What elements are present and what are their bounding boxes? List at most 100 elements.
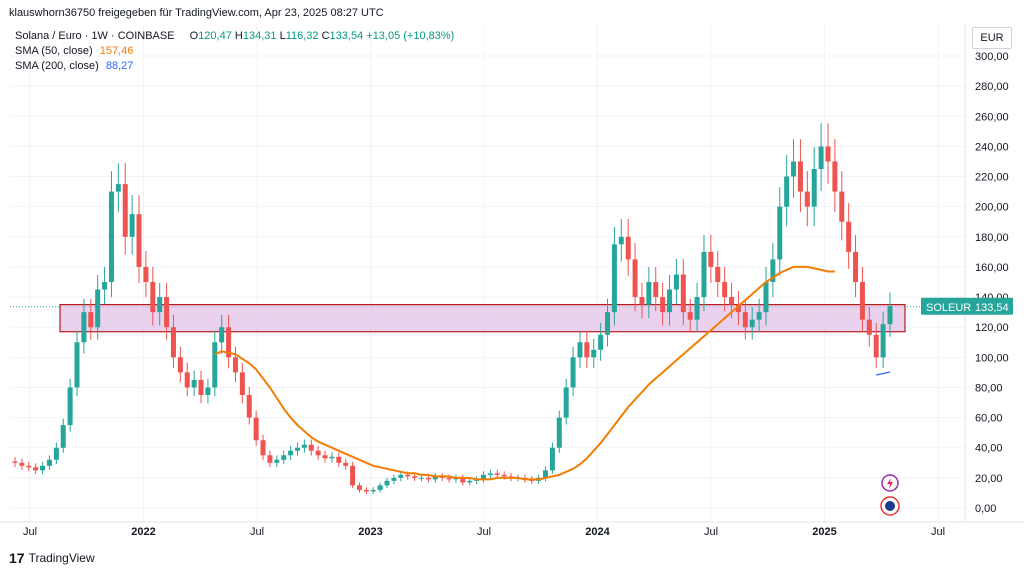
y-tick-label: 220,00 <box>975 172 1009 184</box>
candle <box>859 266 865 333</box>
y-tick-label: 300,00 <box>975 51 1009 63</box>
candle <box>170 314 176 368</box>
candle <box>122 163 128 255</box>
currency-button[interactable]: EUR <box>972 27 1012 49</box>
candle <box>232 346 238 383</box>
sma200-value: 88,27 <box>105 60 134 72</box>
bolt-icon-glyph <box>887 478 893 489</box>
candle-body <box>646 282 652 305</box>
candle-body <box>673 274 679 290</box>
candle-body <box>336 456 342 463</box>
x-tick-label: Jul <box>704 526 718 538</box>
candle-body <box>846 221 852 252</box>
candle-body <box>205 387 211 395</box>
candle-body <box>170 327 176 358</box>
candle-body <box>825 146 831 162</box>
candle <box>329 452 335 463</box>
y-tick-label: 100,00 <box>975 352 1009 364</box>
candle-body <box>260 440 266 456</box>
candle <box>129 195 135 255</box>
candle <box>811 147 817 227</box>
candle-body <box>12 461 18 463</box>
y-tick-label: 40,00 <box>975 443 1003 455</box>
candle-body <box>74 342 80 388</box>
candle <box>294 442 300 456</box>
candle-body <box>384 480 390 486</box>
candle <box>777 187 783 276</box>
candle-body <box>501 474 507 477</box>
x-tick-label: 2022 <box>131 526 155 538</box>
candle <box>618 219 624 262</box>
candle-body <box>756 312 762 320</box>
credit-line: klauswhorn36750 freigegeben für TradingV… <box>9 7 384 19</box>
candle-body <box>425 477 431 480</box>
candle <box>584 330 590 368</box>
candle <box>804 171 810 227</box>
candle <box>391 474 397 485</box>
candle <box>26 461 32 472</box>
candle <box>687 298 693 333</box>
sma200-label: SMA (200, close) <box>15 60 99 72</box>
sma50-legend[interactable]: SMA (50, close) 157,46 <box>15 45 133 57</box>
candle-body <box>887 306 893 325</box>
candle-body <box>832 161 838 192</box>
candle <box>191 370 197 397</box>
y-tick-label: 260,00 <box>975 111 1009 123</box>
symbol-legend[interactable]: Solana / Euro · 1W · COINBASE O120,47 H1… <box>15 30 454 42</box>
candle <box>632 242 638 312</box>
candle-body <box>563 387 569 418</box>
candle-body <box>253 417 259 441</box>
ohlc-values: O120,47 H134,31 L116,32 C133,54 +13,05 (… <box>189 30 455 42</box>
candle <box>398 471 404 482</box>
candle <box>370 487 376 494</box>
candle-body <box>770 259 776 282</box>
candle-body <box>632 259 638 298</box>
candle <box>880 311 886 368</box>
y-tick-label: 180,00 <box>975 232 1009 244</box>
candle-body <box>639 297 645 305</box>
candle-body <box>735 304 741 313</box>
candle-body <box>694 297 700 320</box>
candle-body <box>184 372 190 388</box>
sma50-value: 157,46 <box>99 45 134 57</box>
tradingview-logo[interactable]: 17 TradingView <box>9 550 95 566</box>
candle <box>164 282 170 340</box>
candle <box>88 298 94 340</box>
candle-body <box>797 161 803 192</box>
candle-body <box>143 266 149 282</box>
x-tick-label: Jul <box>23 526 37 538</box>
candle <box>246 386 252 425</box>
candle-body <box>880 324 886 358</box>
candle <box>350 461 356 489</box>
price-label-value: 133,54 <box>975 302 1009 314</box>
y-tick-label: 20,00 <box>975 473 1003 485</box>
candle <box>343 458 349 470</box>
candle-body <box>363 489 369 492</box>
candle <box>253 410 259 446</box>
candle-body <box>398 474 404 478</box>
sma-lines <box>214 265 891 481</box>
candle-body <box>246 395 252 418</box>
candle <box>281 450 287 465</box>
candle <box>226 314 232 368</box>
candle-body <box>804 191 810 207</box>
candle <box>384 477 390 489</box>
candle <box>797 139 803 213</box>
candle-body <box>150 282 156 313</box>
candle <box>239 362 245 404</box>
candle-body <box>350 465 356 486</box>
candle <box>60 418 66 453</box>
candle <box>74 330 80 397</box>
candle-body <box>839 191 845 222</box>
candle-body <box>611 244 617 313</box>
candle <box>198 370 204 404</box>
candle-body <box>26 465 32 468</box>
sma200-legend[interactable]: SMA (200, close) 88,27 <box>15 60 133 72</box>
candle-body <box>226 327 232 358</box>
candle-body <box>432 476 438 480</box>
candle <box>12 457 18 468</box>
brand-label: TradingView <box>28 551 95 565</box>
candle-body <box>749 319 755 328</box>
candle <box>715 250 721 298</box>
